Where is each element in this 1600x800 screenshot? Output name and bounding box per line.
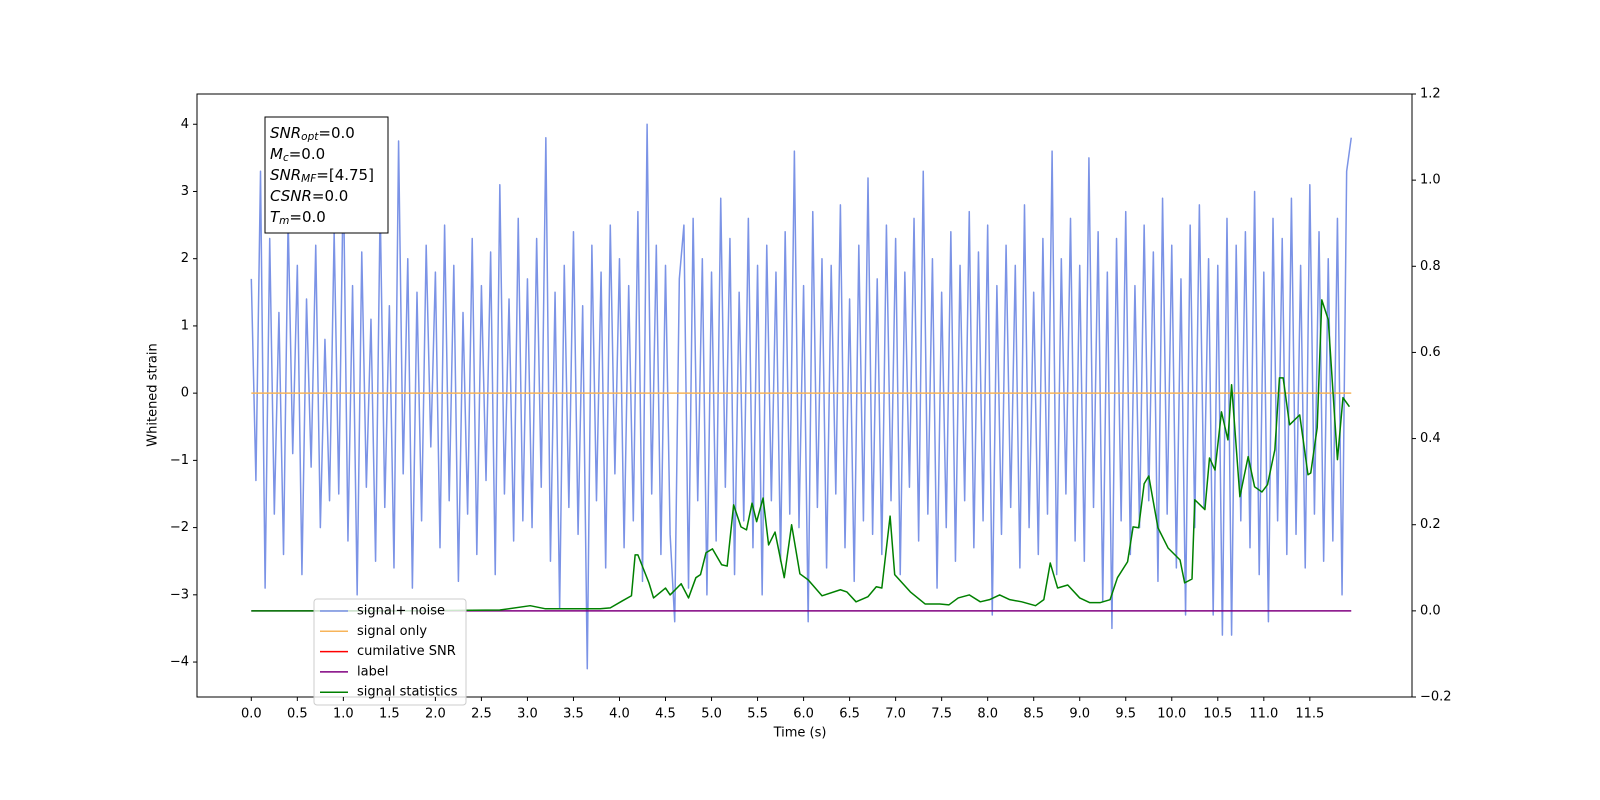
annotation-text: =0.0 (318, 124, 354, 142)
annotation-name: T (270, 208, 281, 226)
x-tick-label: 10.0 (1157, 707, 1186, 722)
y2-tick-label: 0.4 (1420, 431, 1441, 446)
annotation-subscript: c (283, 152, 289, 164)
x-tick-label: 7.0 (885, 707, 906, 722)
annotation-text: =[4.75] (316, 166, 374, 184)
annotation: Tm=0.0 (270, 208, 326, 228)
x-tick-label: 0.5 (287, 707, 308, 722)
series-line (250, 123, 1352, 670)
y-tick-label: 3 (181, 184, 189, 199)
annotation-text: =0.0 (289, 208, 325, 226)
x-tick-label: 4.0 (609, 707, 630, 722)
annotation-name: CSNR (270, 187, 312, 205)
y-tick-label: 1 (181, 318, 189, 333)
x-tick-label: 11.0 (1249, 707, 1278, 722)
y2-tick-label: 1.0 (1420, 173, 1441, 188)
y2-tick-label: 0.2 (1420, 517, 1441, 532)
series-line (251, 299, 1351, 612)
x-tick-label: 5.0 (701, 707, 722, 722)
y-tick-label: −3 (170, 587, 189, 602)
x-tick-label: 0.0 (241, 707, 262, 722)
x-tick-label: 4.5 (655, 707, 676, 722)
annotation: Mc=0.0 (270, 145, 325, 165)
annotation: CSNR=0.0 (270, 187, 348, 205)
legend-label: label (357, 664, 388, 679)
x-tick-label: 5.5 (747, 707, 768, 722)
x-tick-label: 8.0 (977, 707, 998, 722)
x-tick-label: 3.5 (563, 707, 584, 722)
y-tick-label: −4 (170, 655, 189, 670)
x-tick-label: 11.5 (1295, 707, 1324, 722)
y-axis-label: Whitened strain (146, 343, 161, 446)
legend-label: signal+ noise (357, 604, 445, 619)
annotation: SNRMF=[4.75] (270, 166, 374, 186)
legend-box (313, 598, 467, 706)
annotation-text: =0.0 (312, 187, 348, 205)
annotation-subscript: opt (301, 131, 319, 143)
x-tick-label: 6.0 (793, 707, 814, 722)
annotation-box (264, 116, 389, 234)
x-tick-label: 1.5 (379, 707, 400, 722)
y-tick-label: −2 (170, 520, 189, 535)
annotation-subscript: m (279, 215, 289, 227)
annotation-subscript: MF (301, 173, 317, 185)
x-tick-label: 9.5 (1115, 707, 1136, 722)
y2-tick-label: 0.0 (1420, 603, 1441, 618)
x-tick-label: 2.0 (425, 707, 446, 722)
y-tick-label: 0 (181, 386, 189, 401)
x-tick-label: 8.5 (1023, 707, 1044, 722)
x-axis-label: Time (s) (773, 726, 827, 741)
legend: signal+ noise signal only cumilative SNR la… (313, 598, 467, 706)
x-tick-label: 1.0 (333, 707, 354, 722)
x-tick-label: 3.0 (517, 707, 538, 722)
y2-tick-label: −0.2 (1420, 690, 1452, 705)
y-tick-label: 2 (181, 251, 189, 266)
x-tick-label: 2.5 (471, 707, 492, 722)
annotation-name: SNR (270, 124, 301, 142)
x-tick-label: 10.5 (1203, 707, 1232, 722)
annotation-text: =0.0 (289, 145, 325, 163)
y-tick-label: −1 (170, 453, 189, 468)
x-tick-label: 9.0 (1069, 707, 1090, 722)
annotation-name: M (270, 145, 283, 163)
y-tick-label: 4 (181, 117, 189, 132)
axes-frame (196, 93, 1413, 698)
annotation: SNRopt=0.0 (270, 124, 355, 144)
y2-tick-label: 1.2 (1420, 87, 1441, 102)
legend-label: cumilative SNR (357, 644, 456, 659)
legend-label: signal statistics (357, 685, 458, 700)
y2-tick-label: 0.6 (1420, 345, 1441, 360)
y2-tick-label: 0.8 (1420, 259, 1441, 274)
annotations: SNRopt=0.0Mc=0.0SNRMF=[4.75]CSNR=0.0Tm=0… (270, 124, 374, 228)
x-tick-label: 6.5 (839, 707, 860, 722)
annotation-name: SNR (270, 166, 301, 184)
legend-label: signal only (357, 624, 427, 639)
x-tick-label: 7.5 (931, 707, 952, 722)
